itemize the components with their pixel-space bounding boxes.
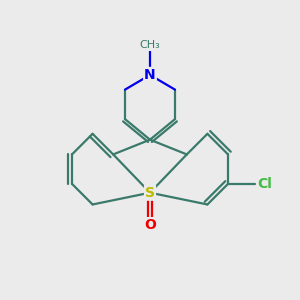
Text: CH₃: CH₃	[140, 40, 160, 50]
Text: N: N	[144, 68, 156, 82]
Text: S: S	[145, 186, 155, 200]
Text: Cl: Cl	[257, 177, 272, 191]
Text: O: O	[144, 218, 156, 232]
